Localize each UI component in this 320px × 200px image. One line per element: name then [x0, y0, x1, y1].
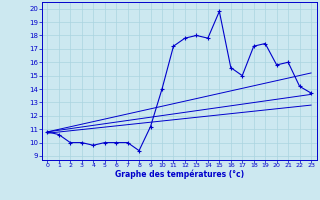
X-axis label: Graphe des températures (°c): Graphe des températures (°c): [115, 170, 244, 179]
